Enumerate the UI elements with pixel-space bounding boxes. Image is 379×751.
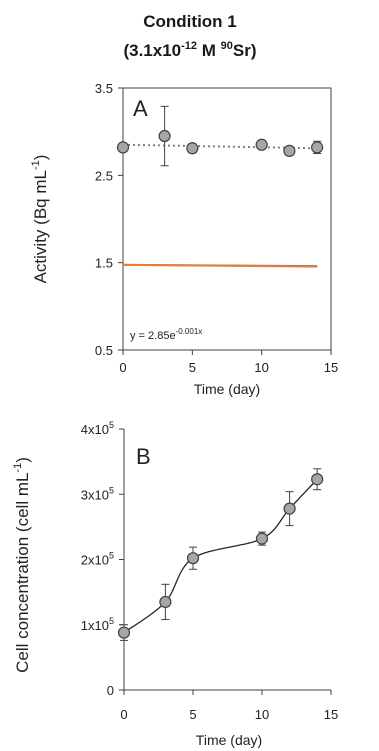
fit-equation-base: y = 2.85e (130, 330, 176, 342)
panel-a-data-point (255, 138, 268, 151)
title-suffix: Sr) (233, 41, 257, 60)
panel-a-y-tick-label: 3.5 (95, 81, 113, 96)
panel-a-axes: 0 5 10 15 0.5 1.5 2.5 3.5 (95, 81, 338, 375)
panel-b-data-point (255, 532, 269, 545)
panel-a-y-tick-label: 2.5 (95, 168, 113, 183)
panel-a-plot-frame (122, 87, 332, 351)
panel-a-y-tick-label: 1.5 (95, 256, 113, 271)
panel-a-data (116, 105, 324, 268)
panel-b-y-tick-label: 3x105 (81, 485, 114, 502)
y-label-exponent: -1 (30, 160, 42, 170)
panel-b-data-point (117, 626, 131, 639)
panel-b-x-tick-label: 15 (324, 707, 338, 722)
panel-b-data (117, 468, 324, 641)
panel-b: 0 5 10 15 0 1x105 2x105 3x105 4x105 B Time (day)… (12, 420, 338, 748)
panel-a-line-series-2 (122, 263, 318, 268)
panel-b-data-point (283, 502, 296, 515)
panel-a-data-point (116, 141, 130, 154)
panel-a-fit-equation: y = 2.85e-0.001x (130, 327, 202, 342)
fit-equation-exponent: -0.001x (176, 327, 203, 336)
y-label-text: Activity (Bq mL (31, 170, 50, 283)
panel-b-smooth-line (123, 478, 318, 634)
panel-a-data-point (158, 129, 171, 143)
panel-b-y-tick-label: 2x105 (81, 551, 114, 568)
panel-a-data-point (283, 144, 296, 157)
figure-title-line1: Condition 1 (143, 12, 236, 31)
panel-b-y-tick-label: 4x105 (81, 420, 114, 437)
panel-a-y-tick-label: 0.5 (95, 343, 113, 358)
panel-b-x-tick-label: 5 (189, 707, 196, 722)
panel-b-x-tick-label: 10 (255, 707, 269, 722)
panel-b-data-point (311, 473, 324, 486)
y-label-close: ) (31, 155, 50, 161)
panel-a: 0 5 10 15 0.5 1.5 2.5 3.5 A y = 2.85e-0.001x Ti… (30, 81, 338, 397)
panel-b-x-tick-label: 0 (120, 707, 127, 722)
panel-b-letter: B (136, 444, 151, 469)
title-exponent: -12 (181, 40, 197, 52)
title-mid: M (197, 41, 221, 60)
panel-a-x-tick-label: 0 (119, 360, 126, 375)
panel-a-x-axis-label: Time (day) (194, 381, 260, 397)
panel-a-data-point (311, 141, 324, 154)
y-label-close: ) (13, 457, 32, 463)
panel-b-data-point (159, 595, 172, 609)
panel-b-y-tick-label: 0 (107, 683, 114, 698)
y-label-exponent: -1 (12, 463, 24, 473)
panel-b-y-tick-label: 1x105 (81, 616, 114, 633)
panel-a-y-axis-label: Activity (Bq mL-1) (30, 155, 50, 284)
panel-a-x-tick-label: 15 (324, 360, 338, 375)
y-label-text: Cell concentration (cell mL (13, 473, 32, 673)
panel-b-axes: 0 5 10 15 0 1x105 2x105 3x105 4x105 (81, 420, 338, 722)
panel-b-data-point (186, 552, 200, 565)
figure-title-line2: (3.1x10-12 M 90Sr) (123, 40, 256, 60)
title-isotope-mass: 90 (221, 40, 233, 52)
panel-b-y-axis-label: Cell concentration (cell mL-1) (12, 457, 32, 673)
title-prefix: (3.1x10 (123, 41, 181, 60)
panel-a-x-tick-label: 10 (254, 360, 268, 375)
panel-a-letter: A (133, 96, 148, 121)
panel-a-x-tick-label: 5 (189, 360, 196, 375)
panel-a-data-point (186, 142, 199, 155)
panel-b-x-axis-label: Time (day) (196, 732, 262, 748)
